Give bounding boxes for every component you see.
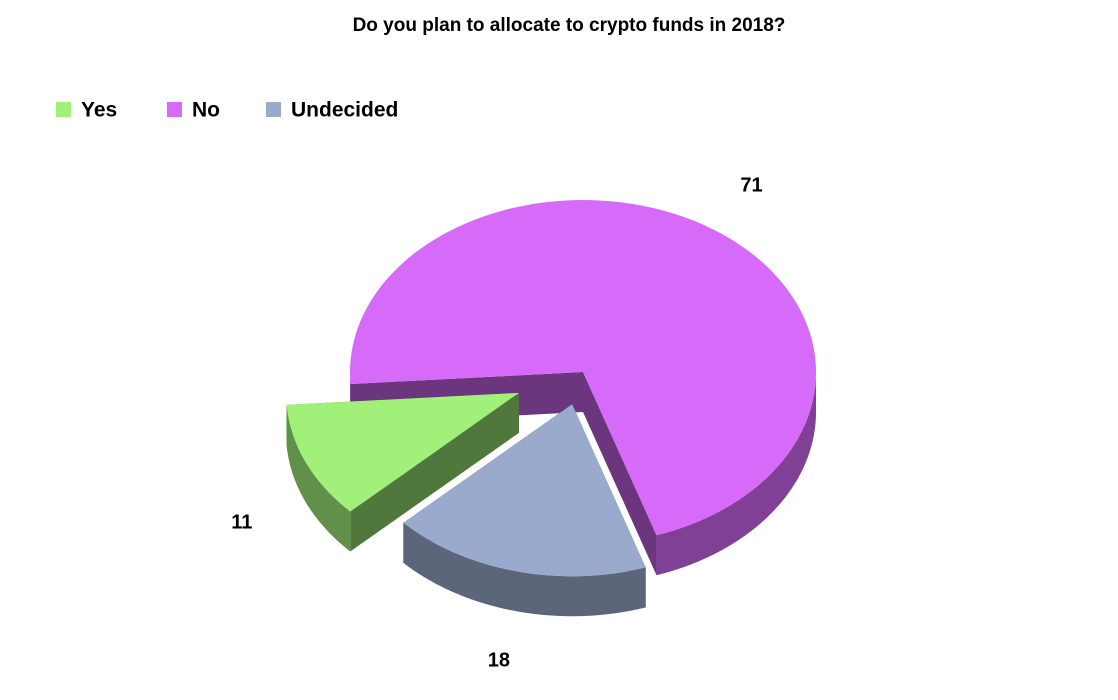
data-label: 18 — [488, 649, 510, 671]
slice-side — [583, 372, 657, 576]
pie: 71 18 11 — [231, 174, 817, 671]
slice-side — [286, 404, 351, 552]
legend-swatch — [167, 102, 182, 117]
pie-slice — [350, 199, 817, 536]
chart-title: Do you plan to allocate to crypto funds … — [353, 15, 786, 36]
legend-label: Undecided — [291, 99, 398, 122]
legend-label: No — [192, 99, 220, 122]
data-label: 11 — [231, 511, 252, 533]
pie-slice — [403, 404, 646, 577]
legend-swatch — [266, 102, 281, 117]
legend: Yes No Undecided — [56, 99, 398, 122]
slice-side — [403, 522, 646, 617]
legend-swatch — [56, 102, 71, 117]
data-label: 71 — [740, 174, 762, 196]
legend-label: Yes — [81, 99, 117, 122]
slice-side — [656, 372, 816, 576]
pie-slice — [286, 392, 519, 512]
